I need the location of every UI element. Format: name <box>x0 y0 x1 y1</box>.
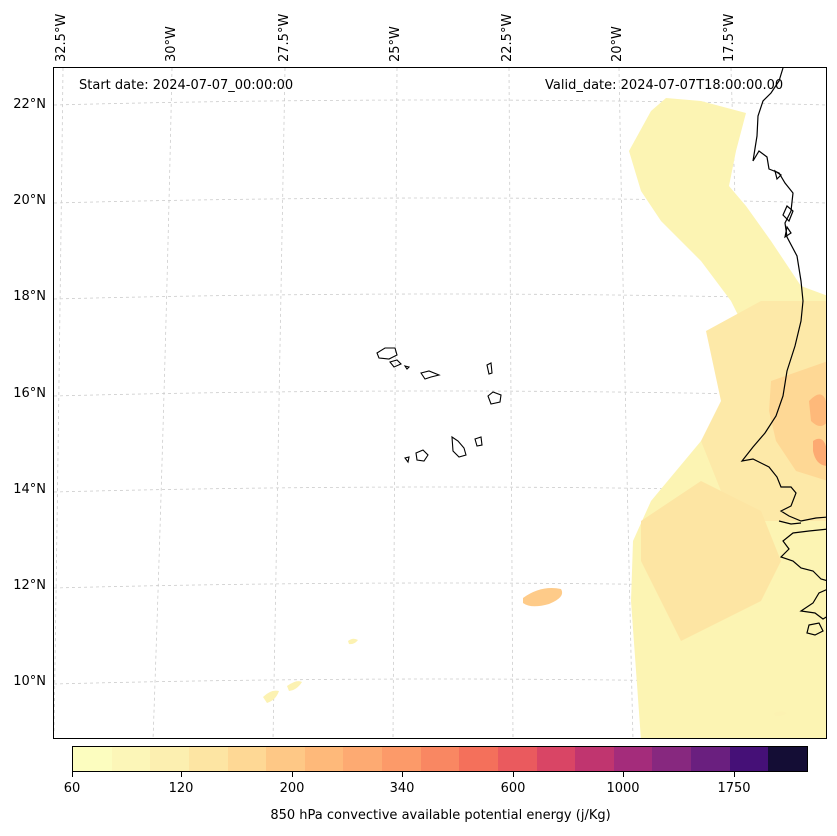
colorbar-label-1750: 1750 <box>717 781 751 796</box>
cape-blob-sw3 <box>348 638 358 645</box>
valid-date-annotation: Valid_date: 2024-07-07T18:00:00.00 <box>545 78 784 93</box>
island-sal <box>486 362 493 375</box>
colorbar-label-60: 60 <box>63 781 81 796</box>
colorbar-segment-1 <box>111 747 151 771</box>
lat-label-12n: 12°N <box>13 578 46 593</box>
colorbar-segment-6 <box>304 747 344 771</box>
map-panel <box>53 67 827 739</box>
lon-label-17-5w: 17.5°W <box>722 13 737 62</box>
cape-field <box>263 98 826 738</box>
island-santo-antao <box>376 347 398 360</box>
colorbar-segment-9 <box>420 747 460 771</box>
colorbar-tick <box>72 772 73 777</box>
lat-label-20n: 20°N <box>13 193 46 208</box>
lat-label-22n: 22°N <box>13 97 46 112</box>
colorbar-label-600: 600 <box>500 781 526 796</box>
colorbar-label-340: 340 <box>389 781 415 796</box>
colorbar-label-120: 120 <box>168 781 194 796</box>
colorbar-tick <box>181 772 182 777</box>
colorbar-title: 850 hPa convective available potential e… <box>270 808 611 823</box>
island-santiago <box>451 435 467 458</box>
start-date-annotation: Start date: 2024-07-07_00:00:00 <box>79 78 294 93</box>
colorbar-segment-5 <box>266 747 305 771</box>
colorbar-label-200: 200 <box>279 781 305 796</box>
island-sao-nicolau <box>420 370 441 380</box>
colorbar-segment-10 <box>459 747 498 771</box>
island-boa-vista <box>487 391 502 405</box>
lat-label-16n: 16°N <box>13 386 46 401</box>
cape-blob-12n <box>523 588 563 607</box>
colorbar-segment-8 <box>382 747 421 771</box>
lat-label-18n: 18°N <box>13 289 46 304</box>
coastlines <box>740 68 826 636</box>
colorbar-tick <box>734 772 735 777</box>
colorbar-segment-16 <box>691 747 730 771</box>
colorbar-segment-2 <box>150 747 189 771</box>
lon-label-32-5w: 32.5°W <box>54 13 69 62</box>
colorbar-segment-13 <box>575 747 614 771</box>
island-brava <box>404 456 410 464</box>
guinea-coast <box>779 528 826 582</box>
colorbar-tick <box>292 772 293 777</box>
cape-blob-sw1 <box>263 690 279 703</box>
colorbar-segment-4 <box>227 747 267 771</box>
map-canvas <box>54 68 826 738</box>
lat-label-10n: 10°N <box>13 674 46 689</box>
colorbar-tick <box>402 772 403 777</box>
island-sao-vicente <box>389 359 402 368</box>
lat-label-14n: 14°N <box>13 482 46 497</box>
cape-verde-islands <box>376 347 502 464</box>
cape-region-hotspot <box>809 394 826 426</box>
colorbar-segment-18 <box>768 747 807 771</box>
lon-label-22-5w: 22.5°W <box>500 13 515 62</box>
island-fogo <box>415 449 429 462</box>
lon-label-20w: 20°W <box>610 26 625 62</box>
island-santa-luzia <box>403 365 411 370</box>
colorbar <box>72 746 808 772</box>
colorbar-segment-7 <box>343 747 382 771</box>
cape-region-sw <box>641 481 781 641</box>
lon-label-27-5w: 27.5°W <box>277 13 292 62</box>
lon-label-30w: 30°W <box>164 26 179 62</box>
colorbar-segment-3 <box>188 747 228 771</box>
colorbar-segment-0 <box>73 747 112 771</box>
cape-blob-se <box>774 711 787 717</box>
colorbar-tick <box>513 772 514 777</box>
cape-blob-sw2 <box>287 681 302 691</box>
colorbar-segment-15 <box>652 747 691 771</box>
africa-coastline <box>740 68 826 522</box>
colorbar-segment-17 <box>729 747 769 771</box>
colorbar-label-1000: 1000 <box>606 781 640 796</box>
colorbar-segment-14 <box>613 747 653 771</box>
lon-label-25w: 25°W <box>388 26 403 62</box>
island-maio <box>474 436 483 447</box>
colorbar-segment-12 <box>536 747 576 771</box>
colorbar-tick <box>623 772 624 777</box>
cape-region-hotspot-2 <box>813 438 826 466</box>
colorbar-segment-11 <box>497 747 537 771</box>
bissagos-coast <box>799 589 826 620</box>
